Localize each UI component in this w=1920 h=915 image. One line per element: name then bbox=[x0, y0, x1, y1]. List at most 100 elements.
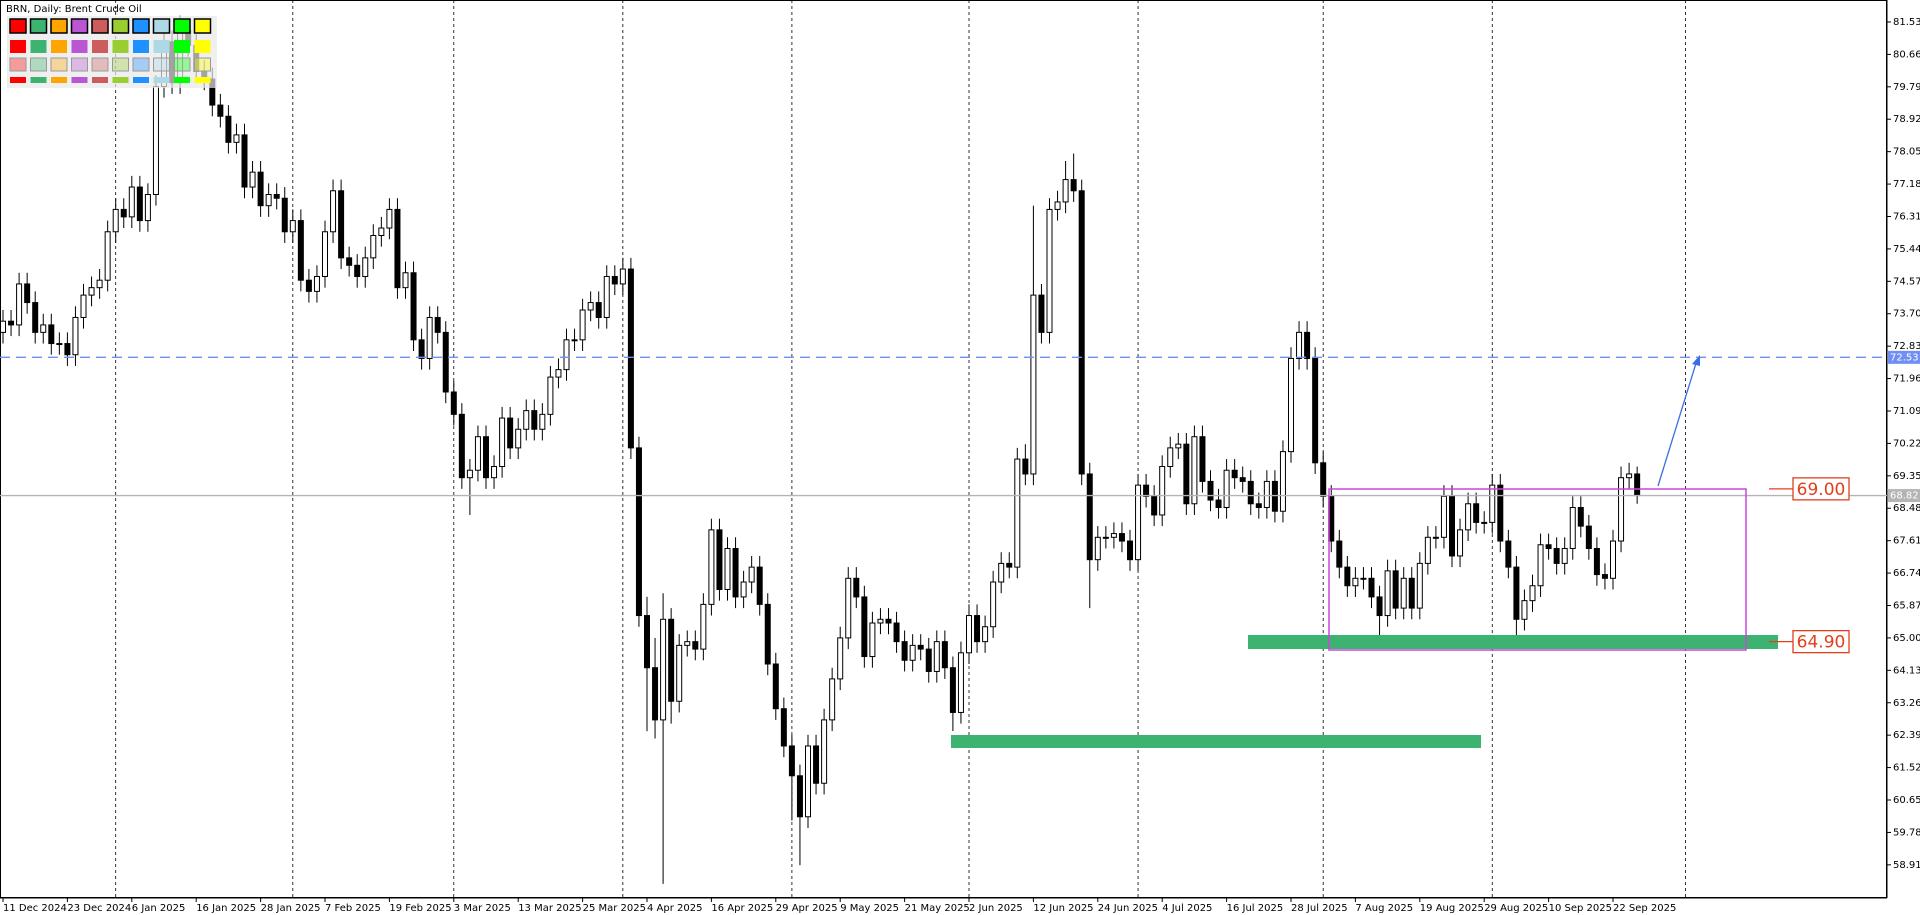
candle-body bbox=[1127, 540, 1133, 561]
chart-title: BRN, Daily: Brent Crude Oil bbox=[6, 4, 142, 15]
swatch bbox=[71, 57, 88, 72]
swatch bbox=[50, 57, 68, 72]
swatch bbox=[111, 18, 130, 34]
candle-body bbox=[72, 316, 79, 356]
candle-body bbox=[821, 719, 828, 784]
y-tick-label: 78.05 bbox=[1893, 147, 1920, 158]
candle-body bbox=[1432, 536, 1439, 539]
y-tick-label: 71.96 bbox=[1893, 374, 1920, 385]
swatch bbox=[9, 18, 27, 34]
y-tick-label: 71.09 bbox=[1893, 406, 1920, 417]
y-tick-label: 65.87 bbox=[1893, 600, 1920, 611]
candle-body bbox=[595, 302, 602, 318]
candle-body bbox=[1392, 570, 1399, 609]
candle-body bbox=[1135, 484, 1142, 561]
candle-body bbox=[780, 708, 787, 747]
swatch bbox=[133, 40, 149, 53]
y-tick-label: 64.13 bbox=[1893, 665, 1920, 676]
candle-body bbox=[925, 648, 932, 672]
candle-body bbox=[48, 324, 55, 345]
swatch bbox=[193, 18, 212, 34]
candle-body bbox=[402, 272, 409, 289]
candle-body bbox=[305, 279, 312, 292]
candle-body bbox=[869, 622, 876, 658]
candle-body bbox=[1408, 577, 1415, 609]
swatch bbox=[194, 57, 211, 72]
candle-body bbox=[330, 190, 337, 233]
support-zone bbox=[951, 735, 1481, 748]
candle-body bbox=[1424, 536, 1431, 564]
candle-body bbox=[1191, 436, 1198, 505]
candle-body bbox=[627, 268, 634, 449]
candle-body bbox=[644, 615, 650, 669]
candle-body bbox=[418, 339, 425, 359]
candle-body bbox=[1062, 179, 1069, 203]
candle-body bbox=[1585, 525, 1592, 549]
candle-body bbox=[1481, 521, 1488, 524]
y-tick-label: 67.61 bbox=[1893, 536, 1920, 547]
candle-body bbox=[281, 197, 288, 233]
x-tick-label: 22 Sep 2025 bbox=[1613, 903, 1676, 914]
x-tick-label: 28 Jan 2025 bbox=[261, 903, 321, 914]
candle-body bbox=[144, 194, 151, 222]
plot-frame bbox=[0, 0, 1887, 898]
candle-body bbox=[1320, 462, 1327, 497]
candle-body bbox=[1159, 466, 1166, 516]
candle-body bbox=[716, 529, 723, 590]
candle-body bbox=[1263, 480, 1270, 509]
y-tick-label: 70.22 bbox=[1893, 438, 1920, 449]
candle-body bbox=[531, 410, 538, 430]
candle-body bbox=[241, 134, 248, 188]
y-tick-label: 73.70 bbox=[1893, 309, 1920, 320]
candle-body bbox=[217, 104, 224, 117]
y-tick-label: 80.66 bbox=[1893, 49, 1920, 60]
candle-body bbox=[1167, 447, 1174, 468]
swatch bbox=[30, 40, 47, 53]
candle-body bbox=[1449, 495, 1455, 557]
swatch bbox=[51, 77, 67, 83]
candle-body bbox=[1489, 484, 1496, 523]
swatch bbox=[51, 40, 67, 53]
candle-body bbox=[909, 644, 916, 661]
candle-body bbox=[362, 257, 369, 277]
candle-body bbox=[96, 279, 103, 289]
x-tick-label: 11 Dec 2024 bbox=[3, 903, 67, 914]
range-box bbox=[1328, 488, 1747, 651]
candle-body bbox=[966, 615, 972, 654]
candle-body bbox=[772, 663, 779, 710]
swatch bbox=[10, 40, 26, 53]
candle-body bbox=[1215, 499, 1222, 509]
candle-body bbox=[652, 667, 659, 721]
title-bar: BRN, Daily: Brent Crude Oil bbox=[6, 4, 142, 15]
swatch bbox=[112, 40, 129, 53]
candle-body bbox=[152, 85, 159, 196]
candle-body bbox=[1207, 480, 1214, 501]
candle-body bbox=[885, 618, 892, 624]
candle-body bbox=[1360, 577, 1367, 580]
y-tick-label: 63.26 bbox=[1893, 698, 1920, 709]
candle-body bbox=[611, 275, 618, 285]
candle-body bbox=[8, 320, 15, 326]
x-tick-label: 29 Aug 2025 bbox=[1484, 903, 1548, 914]
candle-body bbox=[1143, 484, 1150, 497]
candle-body bbox=[1014, 458, 1021, 568]
candle-body bbox=[1457, 529, 1464, 557]
candle-body bbox=[1561, 547, 1568, 564]
swatch bbox=[50, 18, 68, 34]
y-tick-label: 60.65 bbox=[1893, 795, 1920, 806]
x-tick-label: 7 Aug 2025 bbox=[1355, 903, 1413, 914]
candle-body bbox=[1593, 547, 1600, 576]
candle-body bbox=[708, 529, 715, 605]
candle-body bbox=[515, 428, 522, 449]
y-tick-label: 77.18 bbox=[1893, 179, 1920, 190]
candle-body bbox=[547, 376, 554, 415]
candle-body bbox=[40, 324, 47, 333]
swatch bbox=[92, 40, 108, 53]
candle-body bbox=[1626, 473, 1633, 479]
candle-body bbox=[346, 257, 353, 266]
candle-body bbox=[120, 208, 127, 218]
candle-body bbox=[1610, 540, 1616, 579]
candle-body bbox=[1618, 477, 1625, 542]
candle-body bbox=[635, 447, 642, 617]
